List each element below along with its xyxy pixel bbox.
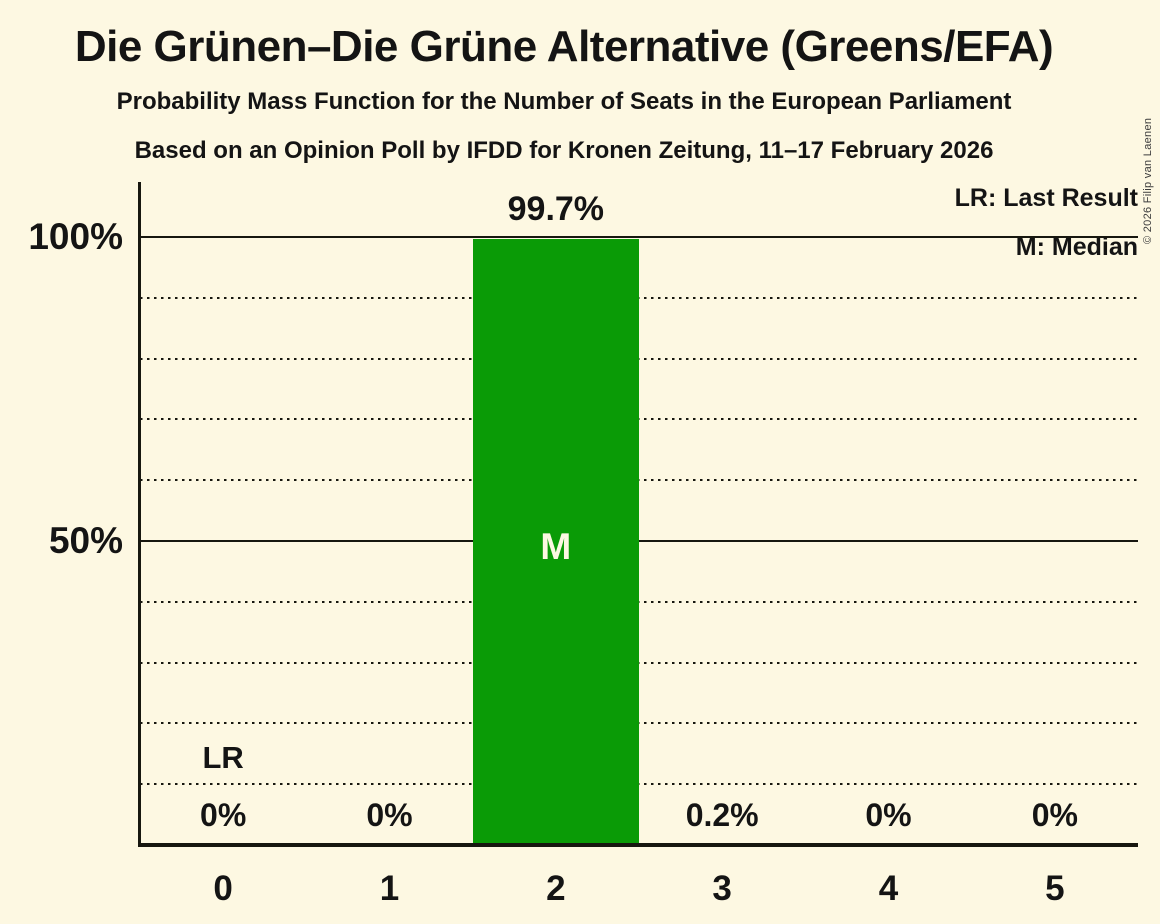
bar-value-label-1: 0% bbox=[366, 797, 413, 833]
bar-seats-2 bbox=[472, 238, 639, 845]
gridline-80pct bbox=[140, 357, 1138, 360]
chart-source-line: Based on an Opinion Poll by IFDD for Kro… bbox=[134, 137, 994, 164]
median-marker: M bbox=[540, 526, 572, 567]
x-tick-label-0: 0 bbox=[213, 869, 233, 908]
x-tick-label-1: 1 bbox=[379, 869, 400, 908]
gridline-40pct bbox=[140, 600, 1138, 603]
gridline-70pct bbox=[140, 418, 1138, 421]
gridline-20pct bbox=[140, 722, 1138, 725]
x-tick-label-2: 2 bbox=[546, 869, 566, 908]
y-tick-label-100: 100% bbox=[28, 216, 123, 257]
y-tick-label-50: 50% bbox=[48, 520, 123, 561]
legend-last-result: LR: Last Result bbox=[954, 184, 1138, 212]
x-axis-line bbox=[138, 843, 1138, 847]
x-tick-label-4: 4 bbox=[878, 869, 899, 908]
chart-subtitle: Probability Mass Function for the Number… bbox=[116, 88, 1012, 115]
bar-value-label-3: 0.2% bbox=[685, 797, 759, 833]
gridline-50pct bbox=[140, 540, 1138, 542]
gridline-90pct bbox=[140, 296, 1138, 299]
gridline-10pct bbox=[140, 783, 1138, 786]
y-axis-line bbox=[138, 182, 141, 847]
gridline-30pct bbox=[140, 661, 1138, 664]
bar-value-label-5: 0% bbox=[1031, 797, 1078, 833]
copyright-notice: © 2026 Filip van Laenen bbox=[1142, 117, 1154, 244]
last-result-marker: LR bbox=[202, 740, 244, 775]
x-tick-label-3: 3 bbox=[712, 869, 732, 908]
gridline-60pct bbox=[140, 479, 1138, 482]
bar-value-label-4: 0% bbox=[865, 797, 912, 833]
chart-title: Die Grünen–Die Grüne Alternative (Greens… bbox=[74, 22, 1054, 71]
bar-value-label-0: 0% bbox=[200, 797, 247, 833]
x-tick-label-5: 5 bbox=[1045, 869, 1065, 908]
gridline-100pct bbox=[140, 236, 1138, 238]
bar-value-label-2: 99.7% bbox=[507, 189, 605, 228]
